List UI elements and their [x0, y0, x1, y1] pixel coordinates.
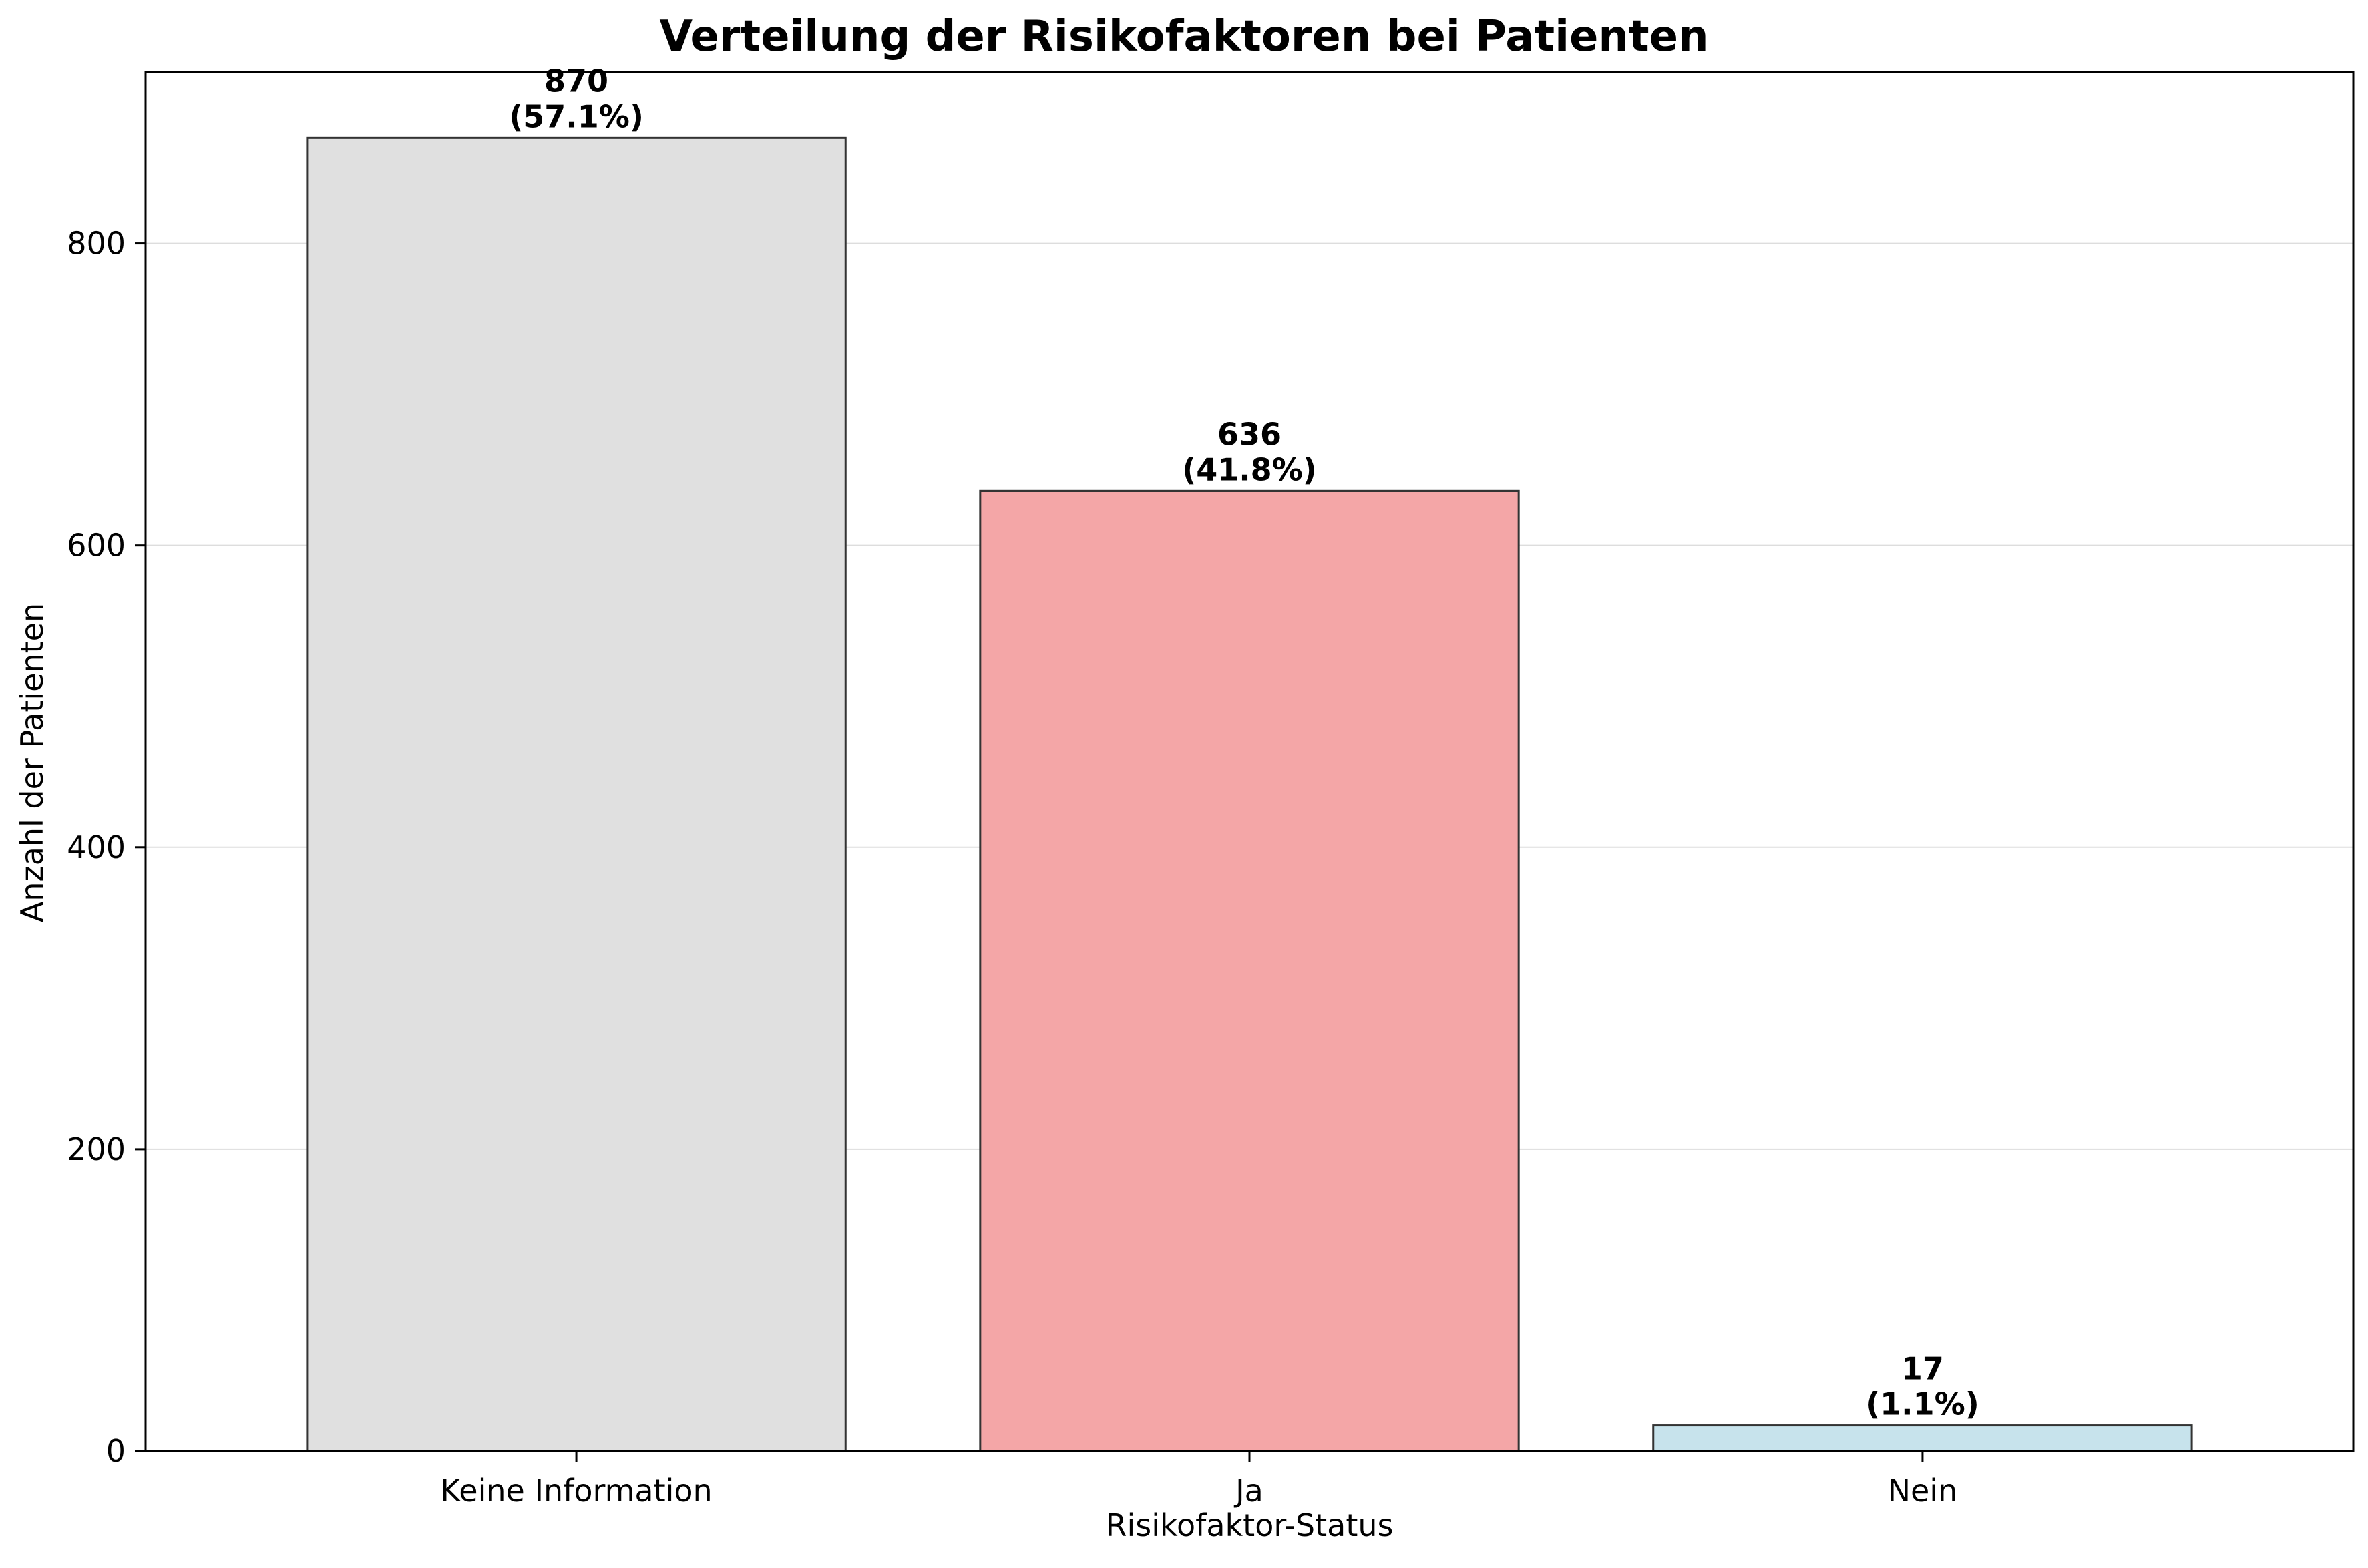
y-axis-label: Anzahl der Patienten [14, 603, 50, 922]
x-tick-label: Ja [1233, 1473, 1263, 1509]
bar [306, 136, 847, 1452]
bars [306, 136, 2193, 1452]
x-tick-label: Nein [1888, 1473, 1958, 1509]
x-tick-label: Keine Information [440, 1473, 712, 1509]
bar-value-label: 636 [1217, 416, 1281, 452]
bar-value-label: 17 [1901, 1351, 1944, 1387]
y-tick-label: 200 [67, 1131, 126, 1167]
bar [979, 489, 1520, 1452]
bar [1652, 1424, 2193, 1452]
y-tick-label: 400 [67, 829, 126, 865]
bar-percent-label: (57.1%) [509, 98, 644, 134]
data-labels: 870(57.1%) 636(41.8%) 17(1.1%) [509, 63, 1979, 1422]
ticks: 0 200 400 600 800 Keine Information Ja Nein [67, 226, 1957, 1509]
bar-value-label: 870 [544, 63, 608, 99]
chart-title: Verteilung der Risikofaktoren bei Patien… [659, 12, 1708, 61]
y-tick-label: 0 [106, 1433, 126, 1469]
y-tick-label: 800 [67, 226, 126, 262]
bar-percent-label: (1.1%) [1866, 1386, 1979, 1422]
bar-percent-label: (41.8%) [1182, 451, 1317, 487]
y-tick-label: 600 [67, 528, 126, 564]
x-axis-label: Risikofaktor-Status [1106, 1507, 1394, 1543]
